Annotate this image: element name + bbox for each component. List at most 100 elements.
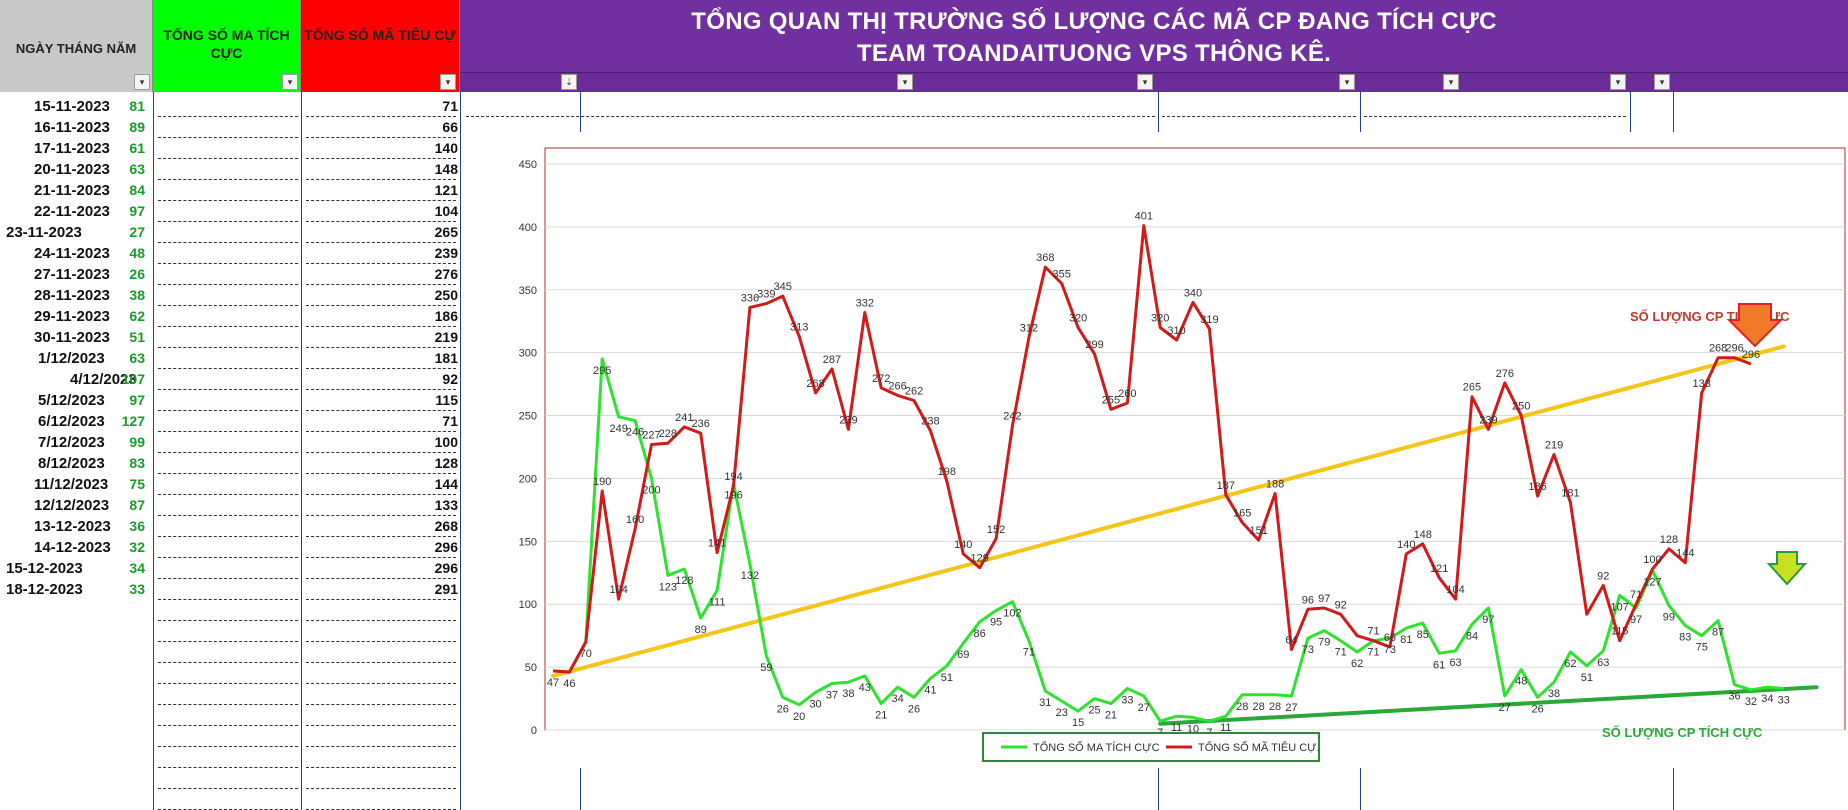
table-row[interactable]: 30-11-2023 51 219 [0, 327, 460, 348]
cell-negative-count[interactable]: 128 [434, 455, 458, 471]
table-row[interactable]: 11/12/2023 75 144 [0, 474, 460, 495]
table-row[interactable]: 23-11-2023 27 265 [0, 222, 460, 243]
series-line-negative[interactable] [552, 224, 1752, 674]
header-date-column[interactable]: NGÀY THÁNG NĂM [0, 0, 153, 92]
cell-negative-count[interactable]: 250 [434, 287, 458, 303]
cell-negative-count[interactable]: 296 [434, 539, 458, 555]
filter-dropdown-col-g[interactable]: ▾ [1339, 74, 1355, 90]
cell-positive-count[interactable]: 87 [129, 497, 145, 513]
table-row[interactable]: 17-11-2023 61 140 [0, 138, 460, 159]
cell-positive-count[interactable]: 51 [129, 329, 145, 345]
cell-negative-count[interactable]: 265 [434, 224, 458, 240]
cell-positive-count[interactable]: 84 [129, 182, 145, 198]
cell-date[interactable]: 30-11-2023 [34, 329, 110, 346]
cell-date[interactable]: 28-11-2023 [34, 287, 110, 304]
header-positive-column[interactable]: TỔNG SỐ MA TÍCH CỰC [153, 0, 301, 92]
table-row[interactable]: 14-12-2023 32 296 [0, 537, 460, 558]
table-row[interactable]: 15-12-2023 34 296 [0, 558, 460, 579]
cell-positive-count[interactable]: 32 [129, 539, 145, 555]
cell-positive-count[interactable]: 127 [121, 413, 145, 429]
cell-positive-count[interactable]: 63 [129, 161, 145, 177]
table-row[interactable]: 12/12/2023 87 133 [0, 495, 460, 516]
cell-date[interactable]: 16-11-2023 [34, 119, 110, 136]
cell-positive-count[interactable]: 107 [121, 371, 145, 387]
cell-negative-count[interactable]: 121 [434, 182, 458, 198]
table-row[interactable]: 28-11-2023 38 250 [0, 285, 460, 306]
filter-dropdown-negative[interactable]: ▾ [440, 74, 456, 90]
cell-positive-count[interactable]: 62 [129, 308, 145, 324]
cell-positive-count[interactable]: 99 [129, 434, 145, 450]
cell-date[interactable]: 6/12/2023 [38, 413, 105, 430]
cell-date[interactable]: 20-11-2023 [34, 161, 110, 178]
table-row[interactable]: 4/12/2023 107 92 [0, 369, 460, 390]
cell-negative-count[interactable]: 239 [434, 245, 458, 261]
plot-area[interactable] [544, 147, 1846, 731]
cell-positive-count[interactable]: 97 [129, 203, 145, 219]
filter-dropdown-col-e[interactable]: ▾ [897, 74, 913, 90]
cell-date[interactable]: 23-11-2023 [6, 224, 82, 241]
cell-positive-count[interactable]: 89 [129, 119, 145, 135]
cell-negative-count[interactable]: 268 [434, 518, 458, 534]
cell-negative-count[interactable]: 71 [442, 413, 458, 429]
filter-dropdown-col-h[interactable]: ▾ [1443, 74, 1459, 90]
cell-negative-count[interactable]: 92 [442, 371, 458, 387]
cell-negative-count[interactable]: 71 [442, 98, 458, 114]
table-row[interactable]: 22-11-2023 97 104 [0, 201, 460, 222]
cell-positive-count[interactable]: 26 [129, 266, 145, 282]
cell-negative-count[interactable]: 296 [434, 560, 458, 576]
cell-date[interactable]: 17-11-2023 [34, 140, 110, 157]
cell-positive-count[interactable]: 61 [129, 140, 145, 156]
cell-date[interactable]: 8/12/2023 [38, 455, 105, 472]
filter-dropdown-positive[interactable]: ▾ [282, 74, 298, 90]
cell-negative-count[interactable]: 181 [434, 350, 458, 366]
cell-date[interactable]: 13-12-2023 [34, 518, 111, 535]
table-row[interactable]: 27-11-2023 26 276 [0, 264, 460, 285]
cell-positive-count[interactable]: 75 [129, 476, 145, 492]
cell-negative-count[interactable]: 219 [434, 329, 458, 345]
cell-negative-count[interactable]: 148 [434, 161, 458, 177]
filter-dropdown-col-f[interactable]: ▾ [1137, 74, 1153, 90]
cell-date[interactable]: 14-12-2023 [34, 539, 111, 556]
cell-positive-count[interactable]: 38 [129, 287, 145, 303]
cell-negative-count[interactable]: 186 [434, 308, 458, 324]
cell-positive-count[interactable]: 81 [129, 98, 145, 114]
table-row[interactable]: 18-12-2023 33 291 [0, 579, 460, 600]
cell-date[interactable]: 21-11-2023 [34, 182, 110, 199]
table-row[interactable]: 29-11-2023 62 186 [0, 306, 460, 327]
table-row[interactable]: 21-11-2023 84 121 [0, 180, 460, 201]
cell-date[interactable]: 24-11-2023 [34, 245, 110, 262]
cell-negative-count[interactable]: 140 [434, 140, 458, 156]
cell-negative-count[interactable]: 144 [434, 476, 458, 492]
cell-date[interactable]: 15-11-2023 [34, 98, 110, 115]
cell-positive-count[interactable]: 48 [129, 245, 145, 261]
cell-negative-count[interactable]: 276 [434, 266, 458, 282]
cell-positive-count[interactable]: 97 [129, 392, 145, 408]
table-row[interactable]: 8/12/2023 83 128 [0, 453, 460, 474]
cell-date[interactable]: 15-12-2023 [6, 560, 83, 577]
table-row[interactable]: 15-11-2023 81 71 [0, 96, 460, 117]
filter-dropdown-col-j[interactable]: ▾ [1654, 74, 1670, 90]
table-row[interactable]: 20-11-2023 63 148 [0, 159, 460, 180]
cell-positive-count[interactable]: 63 [129, 350, 145, 366]
cell-date[interactable]: 7/12/2023 [38, 434, 105, 451]
filter-dropdown-col-i[interactable]: ▾ [1610, 74, 1626, 90]
cell-date[interactable]: 4/12/2023 [70, 371, 137, 388]
cell-negative-count[interactable]: 291 [434, 581, 458, 597]
cell-positive-count[interactable]: 33 [129, 581, 145, 597]
table-row[interactable]: 16-11-2023 89 66 [0, 117, 460, 138]
cell-date[interactable]: 1/12/2023 [38, 350, 105, 367]
cell-positive-count[interactable]: 34 [129, 560, 145, 576]
table-row[interactable]: 13-12-2023 36 268 [0, 516, 460, 537]
table-row[interactable]: 1/12/2023 63 181 [0, 348, 460, 369]
header-negative-column[interactable]: TỔNG SỐ MÃ TIÊU CỰ [301, 0, 460, 92]
cell-date[interactable]: 12/12/2023 [34, 497, 110, 514]
cell-negative-count[interactable]: 115 [435, 392, 458, 408]
cell-negative-count[interactable]: 133 [434, 497, 458, 513]
cell-date[interactable]: 18-12-2023 [6, 581, 83, 598]
series-line-positive[interactable] [552, 357, 1784, 723]
filter-dropdown-date[interactable]: ▾ [134, 74, 150, 90]
cell-positive-count[interactable]: 36 [129, 518, 145, 534]
cell-date[interactable]: 29-11-2023 [34, 308, 110, 325]
cell-positive-count[interactable]: 27 [129, 224, 145, 240]
